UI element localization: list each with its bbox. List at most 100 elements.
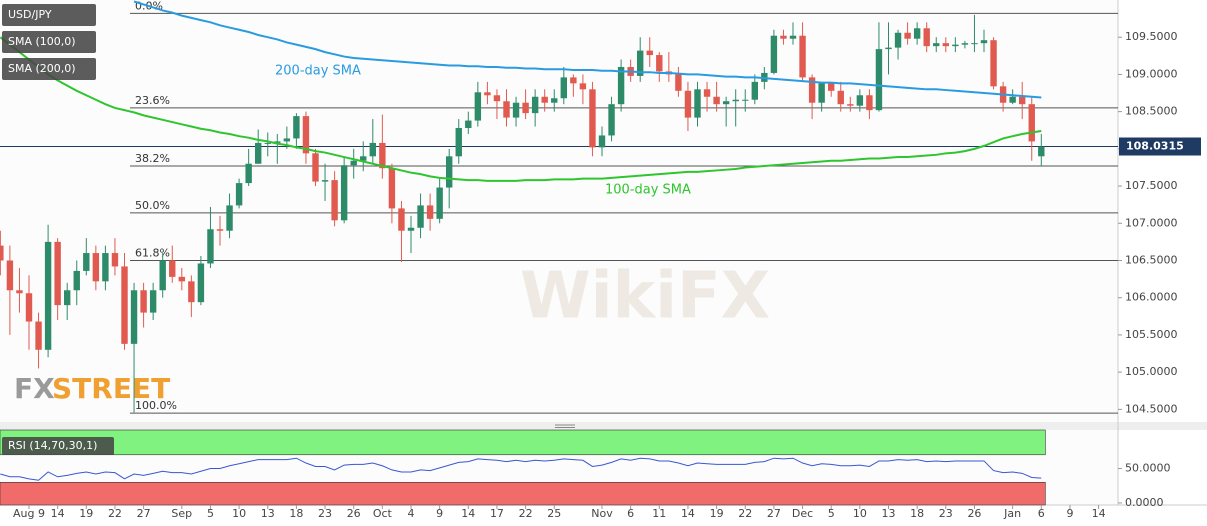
y-tick-label: 104.5000: [1125, 402, 1178, 415]
x-tick-label: 26: [347, 507, 361, 520]
y-tick-label: 105.5000: [1125, 328, 1178, 341]
candle-body: [637, 50, 644, 76]
candle-body: [331, 180, 338, 221]
fibonacci-label: 23.6%: [135, 94, 170, 107]
y-tick-label: 109.5000: [1125, 30, 1178, 43]
candle-body: [570, 77, 577, 84]
candle-body: [465, 120, 472, 129]
candle-body: [102, 253, 109, 282]
price-panel: [0, 0, 1118, 422]
candle-body: [904, 32, 911, 39]
candle-body: [360, 156, 367, 161]
candle-body: [283, 138, 291, 142]
fibonacci-label: 61.8%: [135, 246, 170, 259]
x-tick-label: Oct: [373, 507, 393, 520]
candle-body: [541, 96, 548, 103]
y-tick-label: 106.0000: [1125, 291, 1178, 304]
candle-body: [713, 96, 720, 105]
candle-body: [751, 81, 758, 100]
x-tick-label: 27: [767, 507, 781, 520]
candle-body: [608, 104, 615, 136]
candle-body: [722, 101, 730, 105]
x-tick-label: 14: [1092, 507, 1106, 520]
candle-body: [369, 142, 376, 157]
logo-fx: FX: [14, 372, 55, 405]
x-tick-label: 26: [967, 507, 981, 520]
candle-body: [245, 163, 252, 184]
candle-body: [264, 142, 271, 144]
candle-body: [675, 74, 682, 91]
candle-body: [980, 40, 988, 44]
x-tick-label: 4: [408, 507, 415, 520]
sma-annotation: 100-day SMA: [605, 183, 691, 198]
candle-body: [426, 205, 434, 219]
x-tick-label: 22: [519, 507, 533, 520]
candle-body: [732, 99, 739, 102]
legend-entry: SMA (200,0): [8, 62, 76, 75]
candle-body: [226, 205, 233, 231]
candle-body: [216, 229, 224, 231]
fibonacci-label: 38.2%: [135, 152, 170, 165]
panel-separator[interactable]: [0, 422, 1207, 430]
candle-body: [159, 260, 166, 291]
candle-body: [149, 290, 157, 313]
x-tick-label: 14: [681, 507, 695, 520]
candle-body: [617, 66, 625, 105]
last-price-box: [1119, 137, 1201, 156]
candle-body: [799, 35, 806, 78]
candle-body: [933, 43, 940, 47]
candle-body: [92, 253, 100, 282]
candle-body: [837, 90, 844, 105]
sma-line: [133, 0, 1042, 99]
candle-body: [828, 83, 835, 91]
x-tick-label: 9: [436, 507, 443, 520]
legend-entry: SMA (100,0): [8, 35, 76, 48]
candle-body: [1019, 96, 1026, 105]
candle-body: [130, 290, 138, 344]
candle-body: [455, 128, 462, 157]
logo-street: STREET: [52, 372, 170, 405]
legend-entry: USD/JPY: [8, 8, 52, 21]
candle-body: [885, 47, 892, 50]
candle-body: [111, 253, 119, 267]
candle-body: [121, 266, 128, 344]
candle-body: [417, 205, 424, 228]
candle-body: [0, 245, 4, 261]
candle-body: [856, 95, 864, 106]
candle-body: [789, 35, 797, 39]
candle-body: [321, 180, 329, 182]
y-tick-label: 105.0000: [1125, 365, 1178, 378]
last-price-label: 108.0315: [1126, 140, 1184, 153]
candle-body: [178, 276, 185, 282]
candle-body: [847, 104, 854, 106]
sma-line: [0, 36, 1042, 182]
x-tick-label: 27: [137, 507, 151, 520]
candle-body: [1028, 104, 1035, 142]
candle-body: [312, 153, 319, 182]
candle-body: [398, 208, 405, 231]
x-tick-label: 6: [1038, 507, 1045, 520]
candle-body: [923, 28, 930, 47]
candle-body: [169, 260, 176, 277]
candle-body: [952, 44, 959, 47]
candle-body: [1038, 146, 1045, 157]
y-tick-label: 106.5000: [1125, 253, 1178, 266]
rsi-label: RSI (14,70,30,1): [8, 439, 97, 452]
candle-body: [255, 142, 262, 164]
x-tick-label: 22: [738, 507, 752, 520]
y-tick-label: 107.5000: [1125, 179, 1178, 192]
candle-body: [16, 290, 23, 294]
candle-body: [302, 116, 310, 154]
rsi-tick-label: 50.0000: [1125, 462, 1171, 475]
rsi-overbought-band: [0, 429, 1046, 456]
candle-body: [474, 92, 482, 121]
candle-body: [503, 101, 510, 118]
candle-body: [207, 229, 214, 264]
x-tick-label: 18: [910, 507, 924, 520]
candle-body: [522, 102, 529, 114]
candle-body: [646, 50, 653, 56]
candle-body: [446, 156, 453, 188]
candle-body: [770, 35, 778, 73]
fibonacci-label: 100.0%: [135, 399, 177, 412]
candle-body: [6, 260, 14, 291]
